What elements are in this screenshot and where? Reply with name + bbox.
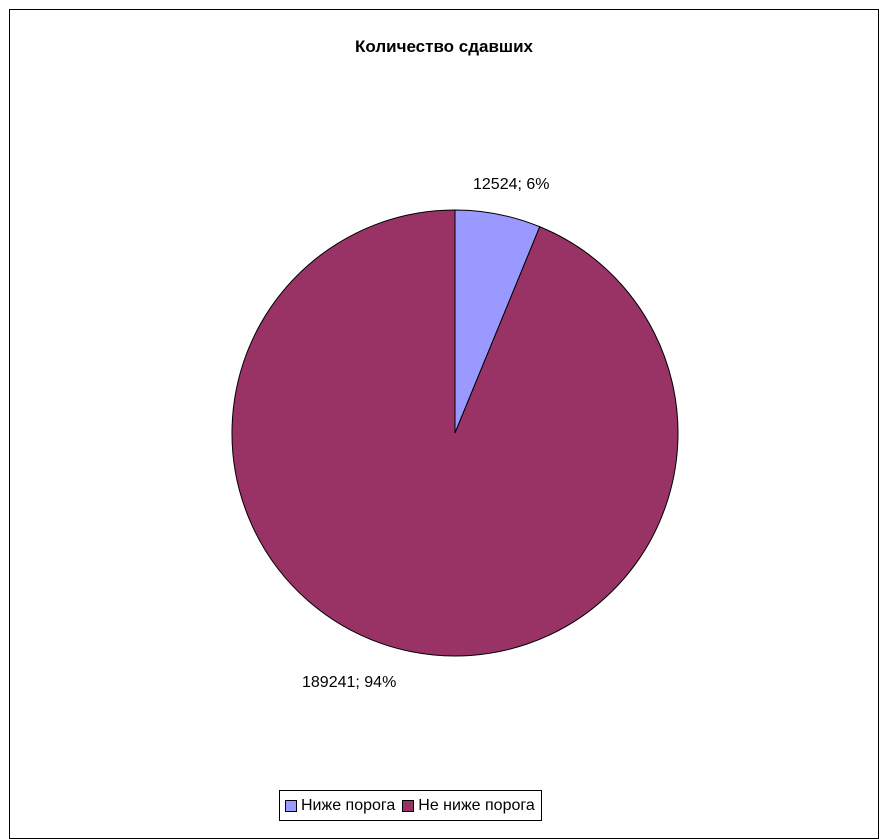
legend-swatch-0: [285, 799, 297, 812]
legend-swatch-1: [402, 799, 415, 812]
chart-title: Количество сдавших: [354, 37, 534, 56]
legend: Ниже порога Не ниже порога: [279, 790, 542, 821]
legend-label-0: Ниже порога: [301, 796, 396, 814]
legend-item-1: Не ниже порога: [402, 796, 535, 815]
legend-item-0: Ниже порога: [285, 797, 395, 815]
data-label-slice-0: 12524; 6%: [473, 176, 550, 193]
data-label-slice-1: 189241; 94%: [302, 674, 397, 691]
pie-slice-1: [231, 209, 679, 657]
legend-label-1: Не ниже порога: [418, 796, 535, 814]
